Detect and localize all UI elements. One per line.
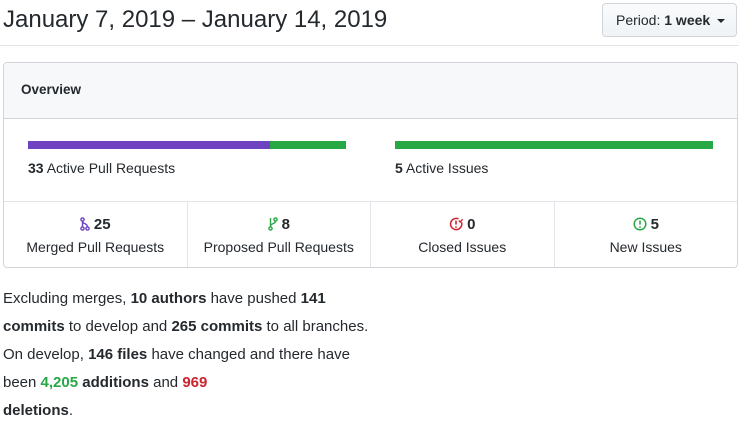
all-branch-commits: 265 commits bbox=[171, 318, 263, 335]
additions-count: 4,205 bbox=[40, 374, 79, 391]
activity-summary: Excluding merges, 10 authors have pushed… bbox=[3, 285, 373, 422]
overview-panel: Overview 33 Active Pull Requests 5 Activ… bbox=[3, 62, 738, 268]
summary-text: to all branches. On develop, bbox=[3, 318, 369, 363]
stat-label: Closed Issues bbox=[418, 239, 507, 255]
active-pr-count: 33 bbox=[28, 160, 44, 176]
develop-commits: 141 commits bbox=[3, 290, 326, 335]
stat-new-issues[interactable]: 5 New Issues bbox=[553, 202, 738, 267]
active-issues-count: 5 bbox=[395, 160, 403, 176]
merged-segment bbox=[28, 141, 270, 149]
overview-title: Overview bbox=[21, 82, 82, 97]
open-segment bbox=[269, 141, 346, 149]
pull-request-icon bbox=[267, 217, 278, 236]
stat-proposed-pull-requests[interactable]: 8 Proposed Pull Requests bbox=[186, 202, 371, 267]
closed-issue-icon bbox=[449, 217, 464, 236]
active-pull-requests-link[interactable]: 33 Active Pull Requests bbox=[28, 160, 175, 176]
stat-value: 25 bbox=[93, 216, 111, 233]
caret-down-icon bbox=[717, 19, 726, 24]
period-dropdown-button[interactable]: Period: 1 week bbox=[602, 3, 737, 37]
stat-value: 0 bbox=[467, 216, 476, 233]
stat-label: Merged Pull Requests bbox=[26, 239, 165, 255]
period-value: 1 week bbox=[664, 12, 711, 28]
pull-requests-bar[interactable] bbox=[28, 141, 346, 149]
files-changed: 146 files bbox=[88, 346, 148, 363]
open-issue-icon bbox=[633, 217, 647, 236]
summary-text: have pushed bbox=[206, 290, 301, 307]
overview-header: Overview bbox=[4, 63, 737, 119]
active-issues-link[interactable]: 5 Active Issues bbox=[395, 160, 488, 176]
stat-label: New Issues bbox=[609, 239, 682, 255]
summary-text: to develop and bbox=[64, 318, 172, 335]
deletions-label: deletions bbox=[3, 402, 69, 419]
stat-value: 5 bbox=[650, 216, 659, 233]
divider bbox=[4, 201, 737, 202]
stats-row: 25 Merged Pull Requests 8 Proposed Pull … bbox=[4, 202, 738, 267]
active-pr-label: Active Pull Requests bbox=[46, 160, 176, 176]
period-label: Period: bbox=[616, 12, 661, 28]
deletions-count: 969 bbox=[182, 374, 208, 391]
stat-label: Proposed Pull Requests bbox=[203, 239, 354, 255]
summary-text: have changed and there have been bbox=[3, 346, 350, 391]
issues-bar[interactable] bbox=[395, 141, 713, 149]
summary-text: Excluding merges, bbox=[3, 290, 131, 307]
header: January 7, 2019 – January 14, 2019 Perio… bbox=[0, 0, 739, 46]
date-range-title: January 7, 2019 – January 14, 2019 bbox=[3, 6, 388, 33]
additions-label: additions bbox=[78, 374, 149, 391]
stat-merged-pull-requests[interactable]: 25 Merged Pull Requests bbox=[4, 202, 187, 267]
authors-count: 10 authors bbox=[130, 290, 207, 307]
merged-pr-icon bbox=[80, 217, 90, 236]
stat-value: 8 bbox=[281, 216, 290, 233]
open-segment bbox=[395, 141, 713, 149]
active-issues-label: Active Issues bbox=[405, 160, 489, 176]
summary-text: and bbox=[148, 374, 183, 391]
summary-text: . bbox=[68, 402, 74, 419]
stat-closed-issues[interactable]: 0 Closed Issues bbox=[370, 202, 554, 267]
